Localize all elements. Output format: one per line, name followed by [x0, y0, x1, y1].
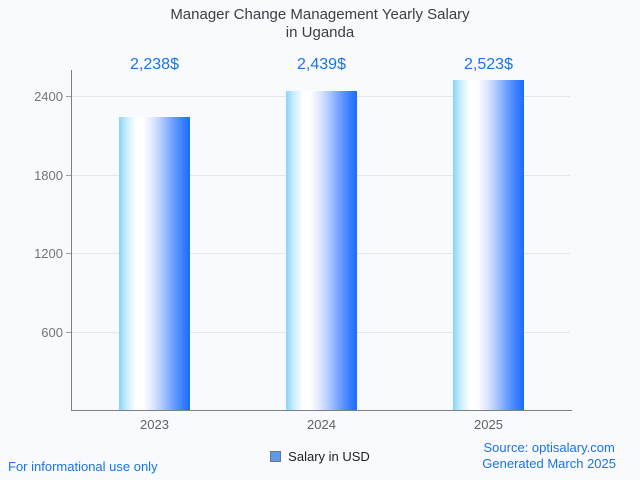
bar-2023 [119, 117, 190, 410]
y-tick-mark-600 [66, 331, 71, 333]
chart-title-line-1: Manager Change Management Yearly Salary [170, 6, 470, 23]
chart-title: Manager Change Management Yearly Salary … [0, 6, 640, 42]
bar-2025 [453, 79, 524, 410]
source-text: Source: optisalary.com [483, 440, 615, 455]
legend-label: Salary in USD [288, 449, 370, 464]
value-label-2024: 2,439$ [297, 56, 346, 73]
x-axis-line [71, 410, 572, 411]
y-tick-mark-1200 [66, 253, 71, 254]
x-axis-label-2025: 2025 [474, 417, 503, 432]
y-tick-label-2400: 2400 [34, 89, 63, 104]
x-axis-label-2023: 2023 [140, 417, 169, 432]
generated-text: Generated March 2025 [482, 456, 616, 471]
x-axis-label-2024: 2024 [307, 417, 336, 432]
y-tick-mark-1800 [66, 174, 71, 176]
disclaimer-text: For informational use only [8, 459, 158, 474]
legend: Salary in USD [0, 449, 640, 464]
y-tick-label-1200: 1200 [34, 246, 63, 261]
legend-swatch-icon [270, 451, 282, 462]
y-tick-mark-2400 [66, 96, 71, 97]
y-axis-line [71, 70, 72, 410]
y-tick-label-1800: 1800 [34, 167, 63, 183]
source-block: Source: optisalary.com Generated March 2… [482, 440, 616, 472]
chart-title-line-2: in Uganda [285, 24, 355, 41]
value-label-2023: 2,238$ [130, 56, 179, 73]
bar-2024 [286, 90, 357, 410]
value-label-2025: 2,523$ [464, 56, 513, 73]
y-tick-label-600: 600 [41, 324, 63, 340]
